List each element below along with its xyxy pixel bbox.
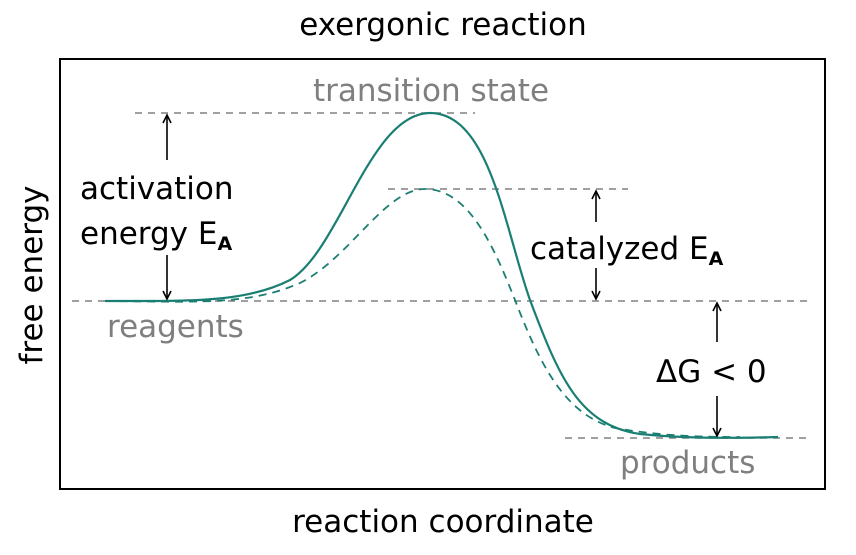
- uncatalyzed-curve: [104, 111, 779, 439]
- x-axis-label: reaction coordinate: [292, 504, 594, 540]
- catalyzed-energy-text: catalyzed E: [530, 231, 709, 267]
- chart-title: exergonic reaction: [299, 7, 587, 43]
- activation-arrow-down-head: [162, 290, 172, 301]
- delta-g-arrow-down-head: [712, 427, 722, 438]
- activation-energy-text: energy E: [80, 216, 217, 252]
- plot-frame: [59, 58, 826, 490]
- transition-state-label: transition state: [313, 73, 549, 109]
- arrows: [162, 113, 722, 438]
- reagents-label: reagents: [107, 309, 244, 345]
- activation-energy-line1: activation: [80, 171, 234, 207]
- catalyzed-arrow-up-head: [591, 189, 601, 200]
- catalyzed-energy-subscript: A: [709, 248, 724, 270]
- activation-arrow-up-head: [162, 113, 172, 124]
- catalyzed-curve: [104, 188, 741, 438]
- activation-energy-line2: energy EA: [80, 216, 232, 255]
- delta-g-arrow-up-head: [712, 301, 722, 312]
- y-axis-label: free energy: [14, 186, 50, 365]
- catalyzed-energy-label: catalyzed EA: [530, 231, 724, 270]
- delta-g-label: ΔG < 0: [656, 354, 767, 390]
- catalyzed-arrow-down-head: [591, 290, 601, 301]
- products-label: products: [620, 445, 755, 481]
- activation-energy-subscript: A: [217, 233, 232, 255]
